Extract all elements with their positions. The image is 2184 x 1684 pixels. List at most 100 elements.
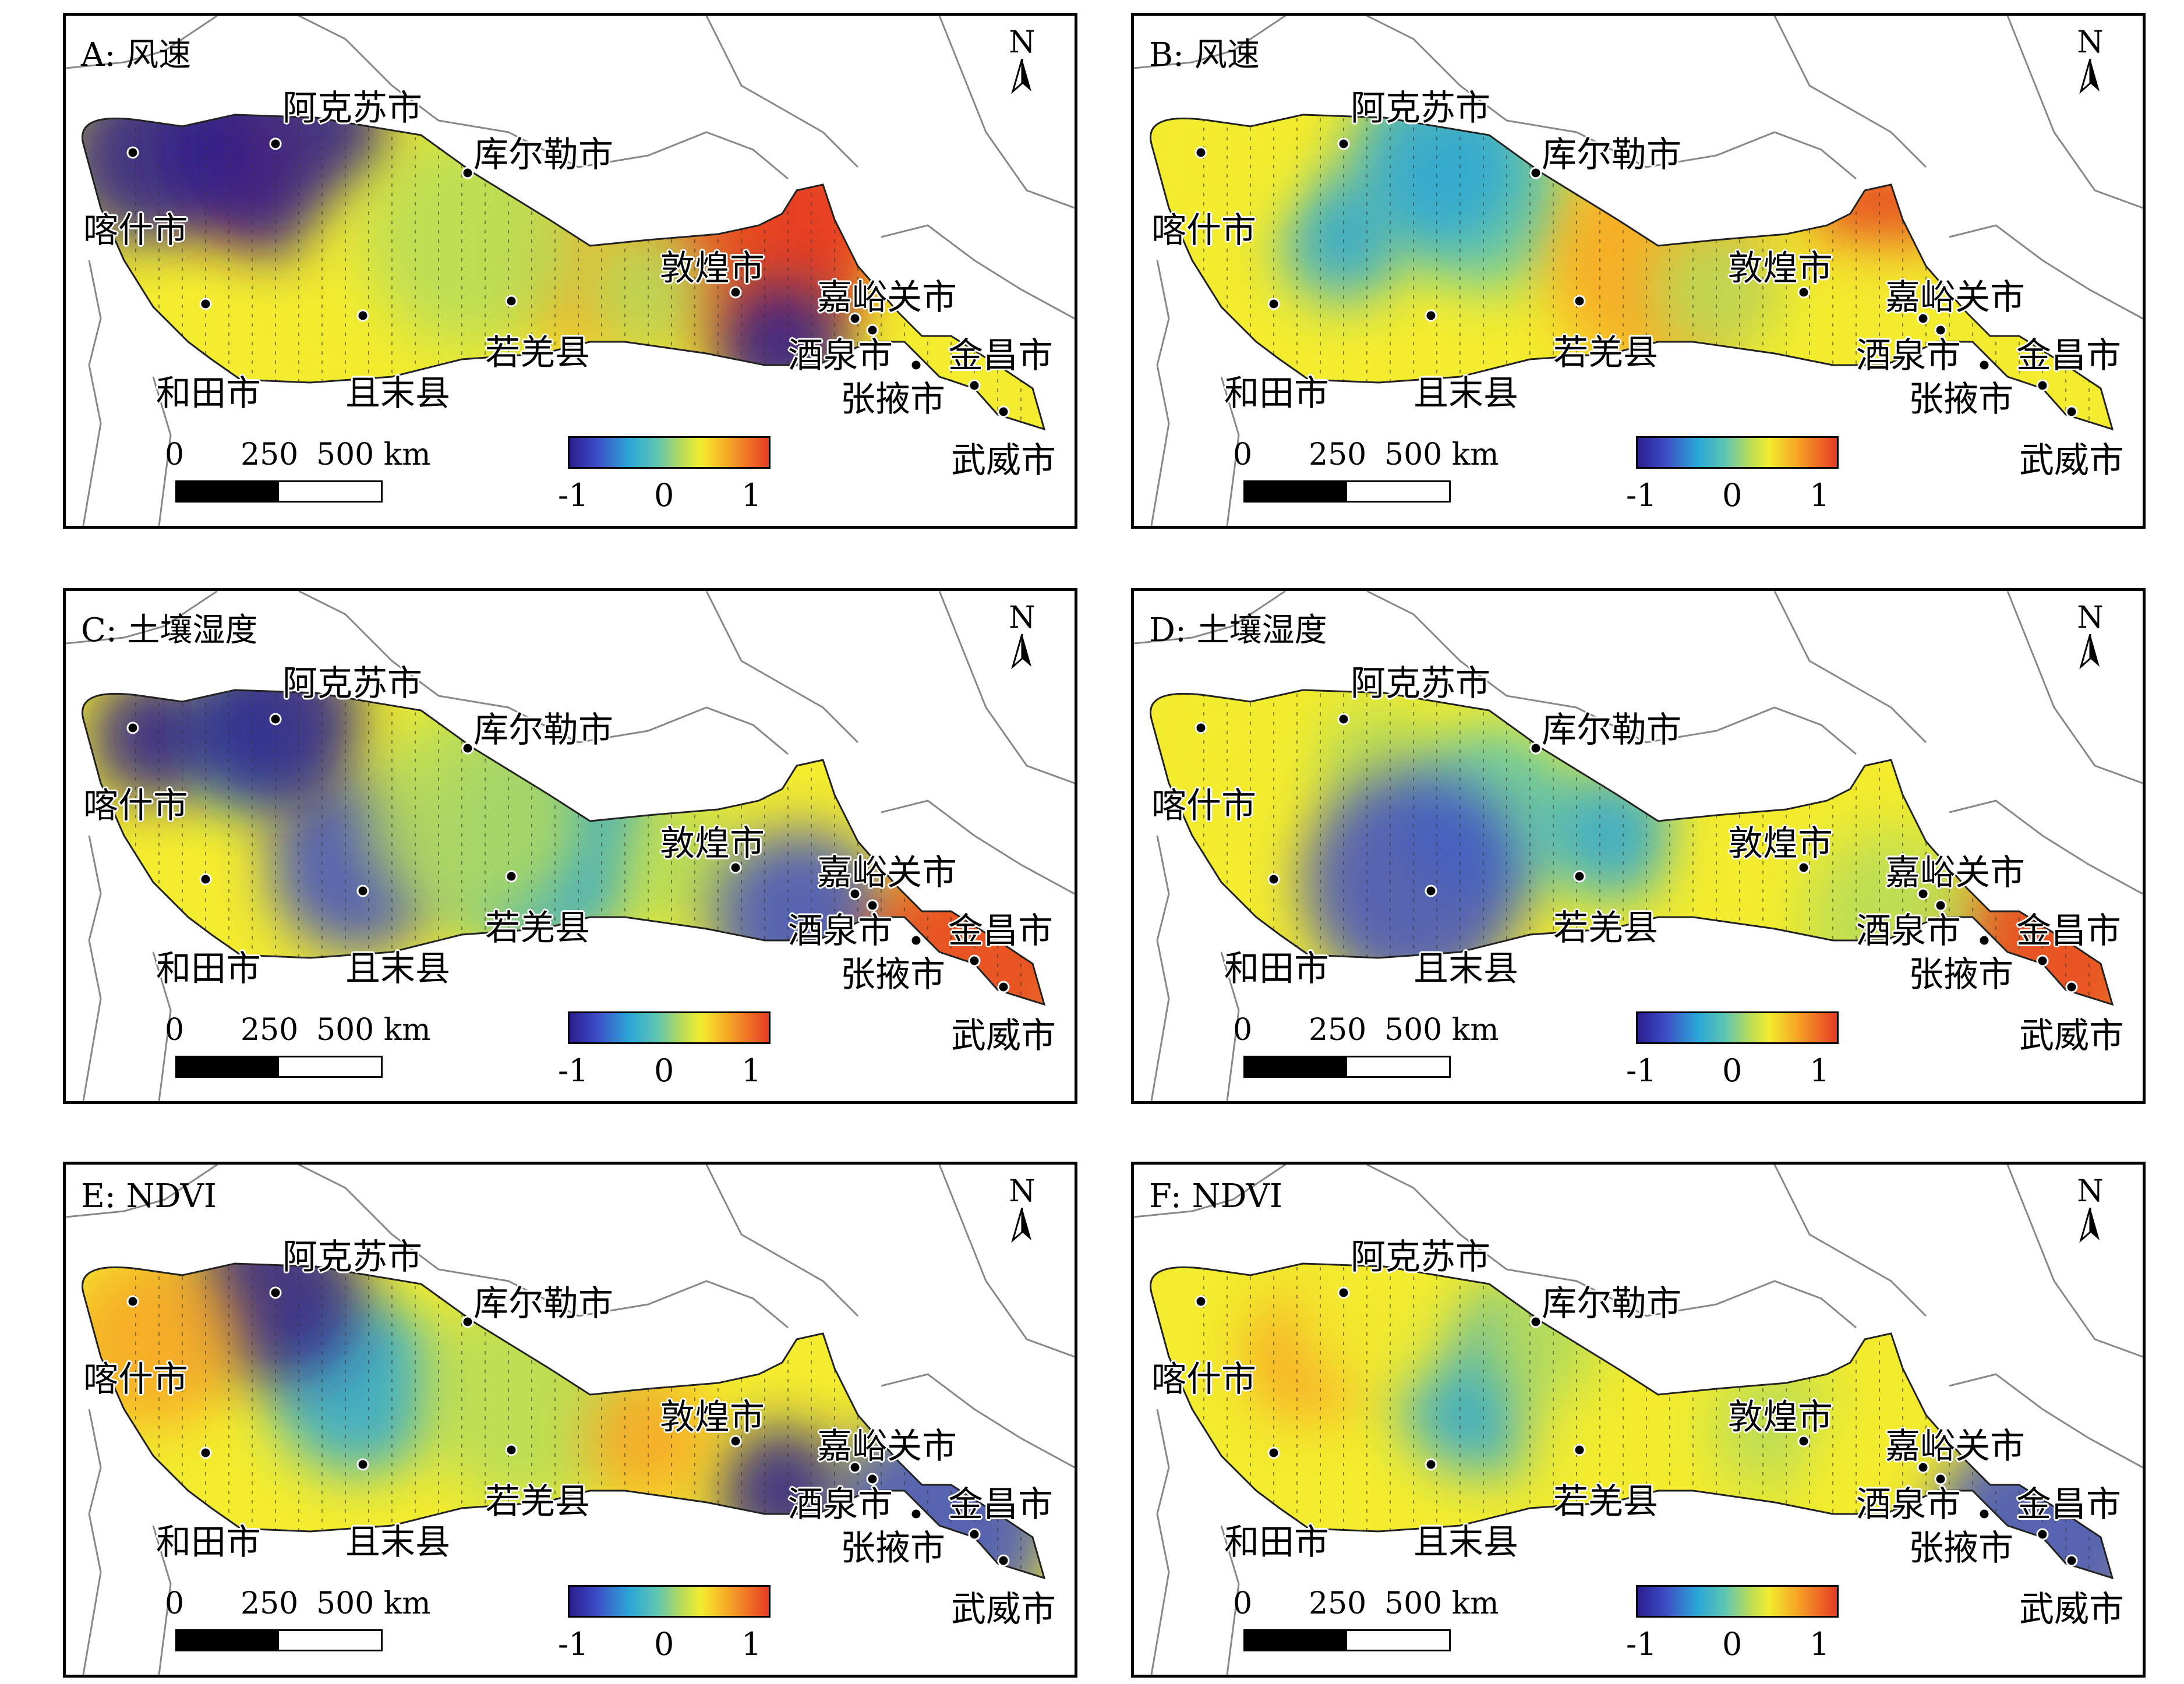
city-label-jinchang: 金昌市 — [948, 335, 1053, 376]
map-canvas — [1134, 1165, 2143, 1675]
admin-boundaries — [1134, 591, 2143, 1101]
city-marker-qiemo — [1425, 885, 1437, 897]
city-label-jinchang: 金昌市 — [2016, 1484, 2121, 1525]
north-arrow-icon — [2079, 634, 2100, 670]
city-label-zhangye: 张掖市 — [840, 954, 945, 995]
colorbar-tick-mid: 0 — [1722, 1052, 1743, 1089]
city-label-jiayuguan: 嘉峪关市 — [817, 852, 957, 893]
map-panel-f: F: NDVI N 0 250 500 km -1 0 1 阿克苏市 库尔勒市 喀什… — [1131, 1162, 2146, 1678]
city-label-zhangye: 张掖市 — [840, 1528, 945, 1569]
city-marker-jinchang — [2036, 954, 2049, 967]
city-marker-jinchang — [2036, 1528, 2049, 1541]
colorbar-tick-min: -1 — [558, 1052, 589, 1089]
city-marker-hotan — [1267, 873, 1280, 886]
city-marker-korla — [1529, 1315, 1542, 1328]
city-label-ruoqiang: 若羌县 — [485, 1481, 590, 1522]
admin-boundaries — [1134, 1165, 2143, 1675]
city-label-zhangye: 张掖市 — [1909, 1528, 2013, 1569]
city-marker-qiemo — [356, 1458, 369, 1471]
city-label-korla: 库尔勒市 — [1542, 135, 1681, 175]
scale-bar — [1243, 480, 1451, 503]
scale-label-500: 500 km — [1384, 437, 1499, 472]
city-marker-qiemo — [1425, 1458, 1437, 1471]
north-arrow-icon — [1011, 58, 1031, 94]
city-label-hotan: 和田市 — [1224, 1522, 1329, 1563]
city-marker-kashgar — [1195, 1295, 1207, 1308]
colorbar-tick-max: 1 — [1810, 1626, 1830, 1662]
city-marker-dunhuang — [1797, 286, 1810, 299]
city-label-qiemo: 且末县 — [345, 1522, 450, 1563]
colorbar-tick-max: 1 — [1810, 477, 1830, 514]
city-marker-aksu — [269, 713, 282, 726]
city-label-kashgar: 喀什市 — [1151, 1359, 1256, 1400]
scale-label-250: 250 — [1309, 1586, 1367, 1621]
city-label-jiuquan: 酒泉市 — [788, 1484, 893, 1525]
city-label-dunhuang: 敦煌市 — [660, 248, 765, 289]
panel-title: F: NDVI — [1149, 1177, 1283, 1215]
scale-label-500: 500 km — [1384, 1013, 1499, 1048]
city-label-kashgar: 喀什市 — [83, 1359, 188, 1400]
map-panel-b: B: 风速 N 0 250 500 km -1 0 1 阿克苏市 库尔勒市 喀什市敦… — [1131, 13, 2146, 529]
admin-boundaries — [66, 16, 1075, 526]
study-area-outline — [1150, 1262, 2114, 1580]
city-marker-dunhuang — [729, 286, 742, 299]
city-marker-aksu — [269, 137, 282, 150]
city-label-ruoqiang: 若羌县 — [485, 908, 590, 949]
city-marker-dunhuang — [729, 1435, 742, 1448]
colorbar-tick-min: -1 — [1626, 1626, 1657, 1662]
map-canvas — [1134, 16, 2143, 526]
city-marker-korla — [461, 167, 474, 179]
colorbar-tick-min: -1 — [558, 1626, 589, 1662]
city-marker-jiuquan — [1934, 324, 1947, 337]
city-label-ruoqiang: 若羌县 — [485, 332, 590, 373]
city-label-aksu: 阿克苏市 — [282, 663, 422, 704]
city-marker-kashgar — [126, 721, 139, 734]
city-label-wuwei: 武威市 — [951, 440, 1056, 481]
city-marker-zhangye — [910, 1508, 923, 1520]
city-marker-wuwei — [2065, 1554, 2078, 1567]
city-label-qiemo: 且末县 — [1413, 949, 1518, 989]
city-marker-qiemo — [356, 885, 369, 897]
city-label-jinchang: 金昌市 — [948, 911, 1053, 951]
panel-title: E: NDVI — [81, 1177, 217, 1215]
north-arrow: N — [1005, 1175, 1040, 1245]
city-label-jinchang: 金昌市 — [948, 1484, 1053, 1525]
scale-label-500: 500 km — [316, 437, 431, 472]
city-label-zhangye: 张掖市 — [840, 379, 945, 420]
scale-label-500: 500 km — [316, 1586, 431, 1621]
color-bar — [568, 1585, 771, 1618]
city-marker-zhangye — [910, 359, 923, 372]
city-marker-hotan — [1267, 298, 1280, 310]
city-label-jiuquan: 酒泉市 — [1856, 911, 1961, 951]
north-label: N — [1009, 1174, 1036, 1209]
city-label-aksu: 阿克苏市 — [1351, 663, 1490, 704]
scale-bar — [175, 1629, 383, 1651]
study-area-outline — [82, 689, 1046, 1006]
city-label-qiemo: 且末县 — [1413, 373, 1518, 414]
city-label-wuwei: 武威市 — [2019, 440, 2124, 481]
city-marker-wuwei — [997, 981, 1010, 993]
city-label-wuwei: 武威市 — [951, 1589, 1056, 1630]
scale-label-0: 0 — [165, 1013, 185, 1048]
city-marker-hotan — [199, 1446, 212, 1459]
north-label: N — [2077, 25, 2104, 60]
city-marker-jiayuguan — [849, 312, 861, 325]
city-label-wuwei: 武威市 — [951, 1016, 1056, 1056]
city-marker-wuwei — [2065, 405, 2078, 418]
scale-label-250: 250 — [241, 437, 299, 472]
city-label-jiuquan: 酒泉市 — [1856, 1484, 1961, 1525]
city-marker-jinchang — [968, 1528, 981, 1541]
panel-title: D: 土壤湿度 — [1149, 611, 1327, 649]
city-marker-kashgar — [126, 146, 139, 159]
city-label-jiayuguan: 嘉峪关市 — [1885, 1426, 2025, 1467]
panel-title: B: 风速 — [1149, 36, 1260, 74]
color-bar — [1636, 1011, 1839, 1044]
city-label-zhangye: 张掖市 — [1909, 379, 2013, 420]
city-marker-wuwei — [2065, 981, 2078, 993]
admin-boundaries — [1134, 16, 2143, 526]
north-arrow-icon — [1011, 634, 1031, 670]
map-panel-c: C: 土壤湿度 N 0 250 500 km -1 0 1 阿克苏市 库尔勒市 喀什… — [63, 588, 1077, 1104]
city-label-ruoqiang: 若羌县 — [1553, 908, 1658, 949]
city-marker-jiayuguan — [849, 1461, 861, 1474]
city-label-dunhuang: 敦煌市 — [660, 1397, 765, 1438]
